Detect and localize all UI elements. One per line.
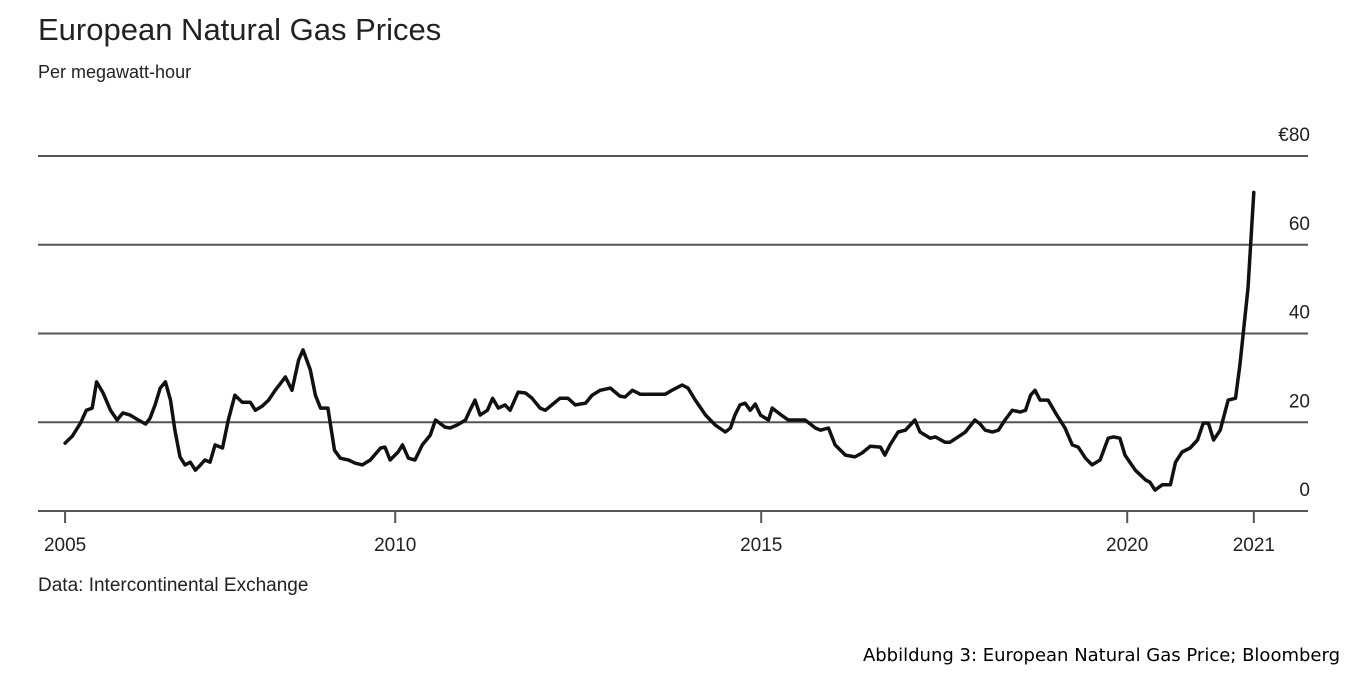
x-tick-label: 2015 <box>740 535 782 556</box>
figure-caption: Abbildung 3: European Natural Gas Price;… <box>863 645 1340 666</box>
x-tick-label: 2020 <box>1106 535 1148 556</box>
y-tick-label: 20 <box>1289 391 1310 412</box>
y-tick-label: €80 <box>1278 125 1310 146</box>
source-note: Data: Intercontinental Exchange <box>38 575 308 596</box>
chart-title: European Natural Gas Prices <box>38 12 441 47</box>
y-tick-label: 60 <box>1289 214 1310 235</box>
x-tick-label: 2021 <box>1233 535 1275 556</box>
y-tick-label: 0 <box>1299 480 1310 501</box>
price-line <box>63 190 1256 492</box>
plot-area: 0 20 40 60 €80 2005 2010 2015 2020 2021 <box>38 125 1310 556</box>
chart-subtitle: Per megawatt-hour <box>38 62 191 82</box>
x-tick-label: 2005 <box>44 535 86 556</box>
x-tick-label: 2010 <box>374 535 416 556</box>
y-tick-label: 40 <box>1289 303 1310 324</box>
